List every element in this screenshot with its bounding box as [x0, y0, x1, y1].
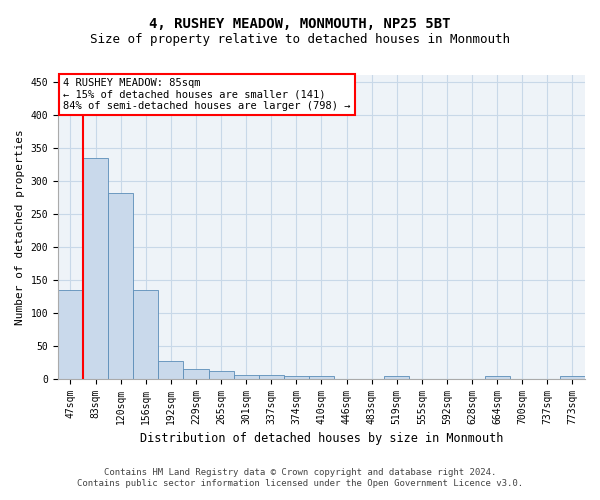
Bar — [384, 376, 409, 378]
Bar — [284, 376, 309, 378]
Bar — [209, 372, 233, 378]
Bar — [108, 193, 133, 378]
Text: 4, RUSHEY MEADOW, MONMOUTH, NP25 5BT: 4, RUSHEY MEADOW, MONMOUTH, NP25 5BT — [149, 18, 451, 32]
X-axis label: Distribution of detached houses by size in Monmouth: Distribution of detached houses by size … — [140, 432, 503, 445]
Bar — [309, 376, 334, 378]
Bar — [259, 376, 284, 378]
Text: Size of property relative to detached houses in Monmouth: Size of property relative to detached ho… — [90, 32, 510, 46]
Bar — [485, 376, 510, 378]
Text: Contains HM Land Registry data © Crown copyright and database right 2024.
Contai: Contains HM Land Registry data © Crown c… — [77, 468, 523, 487]
Bar — [158, 361, 184, 378]
Bar — [83, 158, 108, 378]
Bar — [133, 290, 158, 378]
Bar — [184, 369, 209, 378]
Bar — [560, 376, 585, 378]
Bar — [233, 374, 259, 378]
Bar — [58, 290, 83, 378]
Y-axis label: Number of detached properties: Number of detached properties — [15, 129, 25, 324]
Text: 4 RUSHEY MEADOW: 85sqm
← 15% of detached houses are smaller (141)
84% of semi-de: 4 RUSHEY MEADOW: 85sqm ← 15% of detached… — [63, 78, 350, 111]
